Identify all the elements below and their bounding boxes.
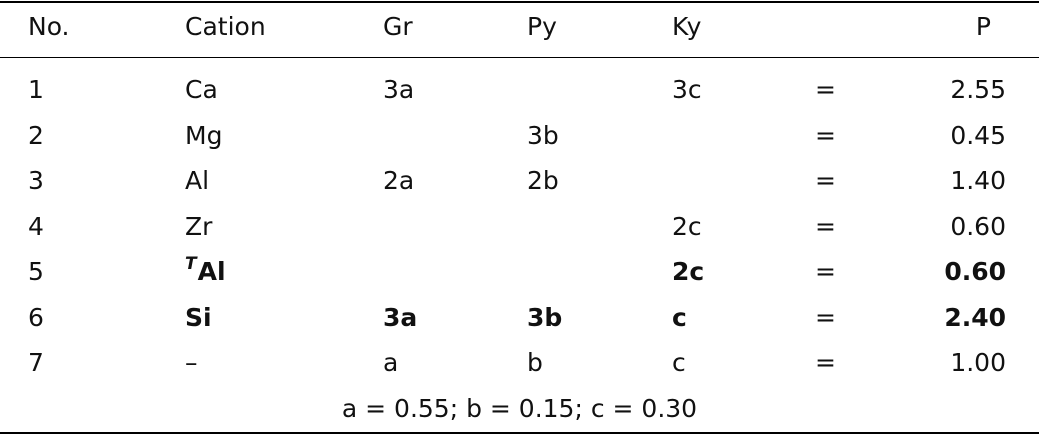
footnote: a = 0.55; b = 0.15; c = 0.30	[341, 394, 698, 423]
cell-cation: Al	[185, 166, 210, 195]
table-row: 7 – a b c = 1.00	[0, 348, 1039, 388]
header-gr: Gr	[383, 12, 413, 41]
cell-cation: Si	[185, 302, 212, 332]
cell-cation: –	[185, 348, 198, 377]
table-row: 6 Si 3a 3b c = 2.40	[0, 303, 1039, 343]
table-row: 1 Ca 3a 3c = 2.55	[0, 75, 1039, 115]
cell-p: 1.40	[950, 166, 1006, 195]
cell-eq: =	[815, 257, 836, 286]
cell-py: 3b	[527, 120, 559, 150]
cell-no: 1	[28, 75, 44, 104]
cell-p: 0.45	[950, 120, 1006, 150]
cell-p: 0.60	[944, 257, 1006, 286]
table-row: 4 Zr 2c = 0.60	[0, 212, 1039, 252]
cell-no: 6	[28, 302, 44, 332]
cell-gr: 3a	[383, 75, 415, 104]
cell-eq: =	[815, 302, 836, 332]
cell-py: b	[527, 348, 543, 377]
header-row: No. Cation Gr Py Ky P	[0, 12, 1039, 52]
cell-cation: Ca	[185, 75, 218, 104]
header-cation: Cation	[185, 12, 266, 41]
cation-symbol: Al	[197, 257, 226, 286]
header-p: P	[975, 12, 991, 41]
cell-no: 4	[28, 211, 44, 241]
cell-eq: =	[815, 348, 836, 377]
table-row: 2 Mg 3b = 0.45	[0, 121, 1039, 161]
cell-no: 2	[28, 120, 44, 150]
table-row: 5 TAl 2c = 0.60	[0, 254, 1039, 297]
cell-gr: 3a	[383, 302, 418, 332]
header-no: No.	[28, 12, 70, 41]
table-bottom-rule	[0, 432, 1039, 434]
cation-superscript: T	[185, 254, 197, 274]
cell-cation: TAl	[185, 254, 226, 290]
cell-eq: =	[815, 75, 836, 104]
cell-p: 2.40	[944, 302, 1006, 332]
cell-cation: Mg	[185, 120, 223, 150]
cell-ky: c	[672, 302, 687, 332]
cell-ky: 2c	[672, 211, 702, 241]
cell-gr: 2a	[383, 166, 415, 195]
cell-ky: 3c	[672, 75, 702, 104]
cell-gr: a	[383, 348, 399, 377]
header-ky: Ky	[672, 12, 702, 41]
cell-ky: 2c	[672, 257, 705, 286]
table-row: 3 Al 2a 2b = 1.40	[0, 166, 1039, 206]
cell-p: 2.55	[950, 75, 1006, 104]
cell-eq: =	[815, 120, 836, 150]
cell-py: 2b	[527, 166, 559, 195]
cell-ky: c	[672, 348, 686, 377]
cell-no: 5	[28, 257, 44, 286]
header-py: Py	[527, 12, 557, 41]
cell-eq: =	[815, 211, 836, 241]
header-rule	[0, 57, 1039, 58]
cell-p: 1.00	[950, 348, 1006, 377]
cell-no: 3	[28, 166, 44, 195]
cell-cation: Zr	[185, 211, 213, 241]
cell-no: 7	[28, 348, 44, 377]
cell-p: 0.60	[950, 211, 1006, 241]
cell-eq: =	[815, 166, 836, 195]
table-top-rule	[0, 1, 1039, 3]
cell-py: 3b	[527, 302, 563, 332]
